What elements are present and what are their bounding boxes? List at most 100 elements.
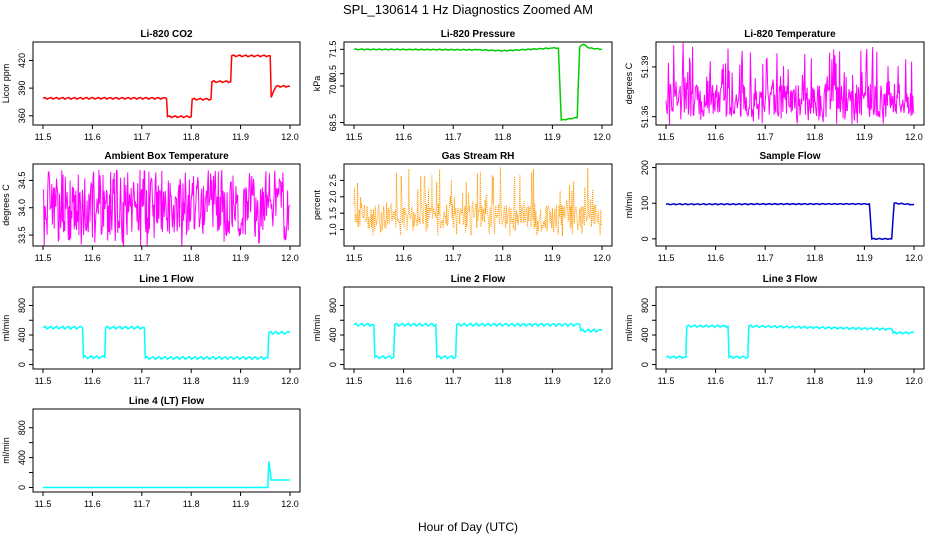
x-tick-label: 11.7 <box>445 132 462 142</box>
series-line <box>353 167 603 237</box>
series-line-1-flow <box>42 325 291 361</box>
x-tick-label: 11.8 <box>494 253 511 263</box>
x-tick-label: 11.6 <box>84 376 101 386</box>
panel-line-3-flow: Line 3 Flow ml/min 0 400 800 11.5 11.6 11.7 11.8… <box>624 274 925 386</box>
panel-li-820-pressure: Li-820 Pressure kPa 68.5 70.070.5 71.5 11.5 11… <box>312 29 613 142</box>
x-tick-label: 11.6 <box>707 376 724 386</box>
x-tick-label: 11.5 <box>346 253 363 263</box>
x-tick-label: 11.5 <box>35 499 52 509</box>
x-tick-label: 11.8 <box>806 376 823 386</box>
y-tick-label: 400 <box>640 328 650 343</box>
y-axis-label: percent <box>312 189 322 220</box>
x-tick-label: 11.5 <box>658 253 675 263</box>
y-tick-label: 400 <box>17 328 27 343</box>
x-tick-label: 11.8 <box>183 132 200 142</box>
panel-title: Li-820 Temperature <box>744 29 836 40</box>
y-tick-label: 34.5 <box>17 172 27 190</box>
series-line-2-flow <box>353 322 603 360</box>
x-tick-label: 12.0 <box>281 499 299 509</box>
x-tick-label: 12.0 <box>905 253 923 263</box>
x-tick-label: 11.7 <box>445 376 462 386</box>
x-tick-label: 11.7 <box>757 253 774 263</box>
plot-frame <box>343 41 613 126</box>
x-tick-label: 11.7 <box>133 253 150 263</box>
panel-grid: Li-820 CO2 Licor ppm 360 390 420 11.5 11.6 11.7… <box>1 29 925 509</box>
y-tick-label: 34.0 <box>17 199 27 217</box>
panel-title: Li-820 Pressure <box>441 29 516 40</box>
x-tick-label: 11.5 <box>658 376 675 386</box>
x-tick-label: 12.0 <box>905 132 923 142</box>
y-tick-label: 0 <box>17 362 27 367</box>
y-tick-label: 70.5 <box>328 65 338 83</box>
y-axis-label: ml/min <box>1 437 11 464</box>
panel-line-2-flow: Line 2 Flow ml/min 0 400 800 11.5 11.6 11.7 11.8… <box>312 274 613 386</box>
x-tick-label: 11.6 <box>84 132 101 142</box>
plot-frame <box>343 163 613 247</box>
panel-title: Line 3 Flow <box>763 274 818 285</box>
x-tick-label: 12.0 <box>281 132 299 142</box>
y-axis-label: ml/min <box>312 315 322 342</box>
x-tick-label: 11.8 <box>494 376 511 386</box>
series-sample-flow <box>665 202 915 241</box>
y-tick-label: 0 <box>640 362 650 367</box>
series-line-4-lt-flow <box>43 461 290 489</box>
panel-gas-stream-rh: Gas Stream RH percent 1.0 1.5 2.0 2.5 11.5 11.6… <box>312 151 613 263</box>
x-tick-label: 12.0 <box>905 376 923 386</box>
y-tick-label: 51.39 <box>640 56 650 79</box>
series-line <box>353 43 603 122</box>
y-tick-label: 33.5 <box>17 226 27 244</box>
x-tick-label: 11.9 <box>232 132 249 142</box>
plot-frame <box>655 41 925 126</box>
y-axis-label: Licor ppm <box>1 64 11 104</box>
x-tick-label: 12.0 <box>593 376 611 386</box>
x-tick-label: 11.9 <box>544 376 561 386</box>
y-tick-label: 800 <box>328 298 338 313</box>
y-tick-label: 0 <box>328 362 338 367</box>
x-tick-label: 11.8 <box>183 499 200 509</box>
series-line-3-flow <box>665 324 915 360</box>
y-tick-label: 200 <box>640 160 650 175</box>
y-axis-label: kPa <box>312 76 322 92</box>
panel-title: Li-820 CO2 <box>140 29 193 40</box>
y-axis-label: degrees C <box>624 62 634 104</box>
x-tick-label: 11.5 <box>35 253 52 263</box>
x-tick-label: 11.8 <box>183 253 200 263</box>
x-tick-label: 11.9 <box>232 499 249 509</box>
figure-xlabel: Hour of Day (UTC) <box>418 520 518 534</box>
x-tick-label: 12.0 <box>593 132 611 142</box>
series-line <box>353 322 603 360</box>
x-tick-label: 11.9 <box>856 376 873 386</box>
y-tick-label: 1.5 <box>328 207 338 220</box>
plot-frame <box>32 163 301 247</box>
panel-title: Line 2 Flow <box>451 274 506 285</box>
x-tick-label: 11.6 <box>707 253 724 263</box>
x-tick-label: 11.8 <box>183 376 200 386</box>
panel-title: Line 1 Flow <box>139 274 194 285</box>
x-tick-label: 11.5 <box>35 376 52 386</box>
x-tick-label: 11.6 <box>707 132 724 142</box>
x-tick-label: 11.8 <box>806 253 823 263</box>
y-tick-label: 68.5 <box>328 114 338 132</box>
y-tick-label: 420 <box>17 53 27 68</box>
y-axis-label: ml/min <box>1 315 11 342</box>
series-ambient-box-temperature <box>42 169 291 246</box>
x-tick-label: 11.7 <box>757 132 774 142</box>
y-tick-label: 360 <box>17 108 27 123</box>
x-tick-label: 11.9 <box>544 253 561 263</box>
panel-title: Ambient Box Temperature <box>104 151 229 162</box>
y-tick-label: 800 <box>17 298 27 313</box>
x-tick-label: 11.6 <box>84 253 101 263</box>
x-tick-label: 11.5 <box>658 132 675 142</box>
y-tick-label: 100 <box>640 196 650 211</box>
x-tick-label: 11.6 <box>395 132 412 142</box>
x-tick-label: 11.7 <box>445 253 462 263</box>
panel-title: Line 4 (LT) Flow <box>129 396 205 407</box>
figure-title: SPL_130614 1 Hz Diagnostics Zoomed AM <box>343 2 593 17</box>
panel-ambient-box-temperature: Ambient Box Temperature degrees C 33.5 34.0… <box>1 151 301 263</box>
y-tick-label: 0 <box>640 236 650 241</box>
series-li-820-pressure <box>353 43 603 122</box>
series-line <box>665 324 915 360</box>
y-tick-label: 70.0 <box>328 77 338 95</box>
plot-frame <box>343 286 613 370</box>
